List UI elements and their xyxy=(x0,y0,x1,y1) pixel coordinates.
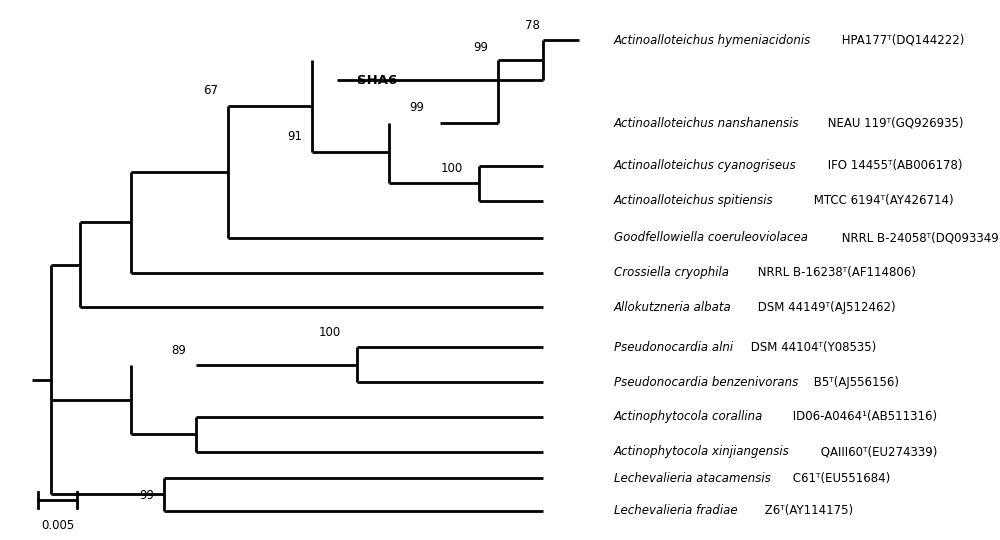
Text: Z6ᵀ(AY114175): Z6ᵀ(AY114175) xyxy=(761,504,853,517)
Text: HPA177ᵀ(DQ144222): HPA177ᵀ(DQ144222) xyxy=(838,33,965,46)
Text: Crossiella cryophila: Crossiella cryophila xyxy=(614,266,729,279)
Text: DSM 44149ᵀ(AJ512462): DSM 44149ᵀ(AJ512462) xyxy=(754,301,896,314)
Text: 99: 99 xyxy=(474,40,489,53)
Text: Actinoalloteichus nanshanensis: Actinoalloteichus nanshanensis xyxy=(614,117,799,130)
Text: Actinoalloteichus cyanogriseus: Actinoalloteichus cyanogriseus xyxy=(614,159,797,172)
Text: 67: 67 xyxy=(203,84,218,97)
Text: 78: 78 xyxy=(525,19,540,32)
Text: 100: 100 xyxy=(441,162,463,175)
Text: 91: 91 xyxy=(287,130,302,143)
Text: DSM 44104ᵀ(Y08535): DSM 44104ᵀ(Y08535) xyxy=(747,341,876,354)
Text: Pseudonocardia alni: Pseudonocardia alni xyxy=(614,341,733,354)
Text: Allokutzneria albata: Allokutzneria albata xyxy=(614,301,732,314)
Text: Goodfellowiella coeruleoviolacea: Goodfellowiella coeruleoviolacea xyxy=(614,232,808,245)
Text: NEAU 119ᵀ(GQ926935): NEAU 119ᵀ(GQ926935) xyxy=(824,117,964,130)
Text: Actinoalloteichus hymeniacidonis: Actinoalloteichus hymeniacidonis xyxy=(614,33,811,46)
Text: QAIII60ᵀ(EU274339): QAIII60ᵀ(EU274339) xyxy=(817,445,938,458)
Text: MTCC 6194ᵀ(AY426714): MTCC 6194ᵀ(AY426714) xyxy=(810,194,954,207)
Text: Actinoalloteichus spitiensis: Actinoalloteichus spitiensis xyxy=(614,194,774,207)
Text: 99: 99 xyxy=(409,101,424,114)
Text: 100: 100 xyxy=(318,327,341,340)
Text: 0.005: 0.005 xyxy=(41,518,74,531)
Text: Actinophytocola xinjiangensis: Actinophytocola xinjiangensis xyxy=(614,445,790,458)
Text: NRRL B-16238ᵀ(AF114806): NRRL B-16238ᵀ(AF114806) xyxy=(754,266,916,279)
Text: NRRL B-24058ᵀ(DQ093349): NRRL B-24058ᵀ(DQ093349) xyxy=(838,232,1000,245)
Text: 99: 99 xyxy=(139,489,154,503)
Text: C61ᵀ(EU551684): C61ᵀ(EU551684) xyxy=(789,472,891,485)
Text: ID06-A0464¹(AB511316): ID06-A0464¹(AB511316) xyxy=(789,410,937,423)
Text: Pseudonocardia benzenivorans: Pseudonocardia benzenivorans xyxy=(614,376,798,389)
Text: B5ᵀ(AJ556156): B5ᵀ(AJ556156) xyxy=(810,376,899,389)
Text: SHA6: SHA6 xyxy=(357,74,397,87)
Text: Lechevalieria atacamensis: Lechevalieria atacamensis xyxy=(614,472,771,485)
Text: 89: 89 xyxy=(171,343,186,356)
Text: IFO 14455ᵀ(AB006178): IFO 14455ᵀ(AB006178) xyxy=(824,159,963,172)
Text: Actinophytocola corallina: Actinophytocola corallina xyxy=(614,410,763,423)
Text: Lechevalieria fradiae: Lechevalieria fradiae xyxy=(614,504,738,517)
